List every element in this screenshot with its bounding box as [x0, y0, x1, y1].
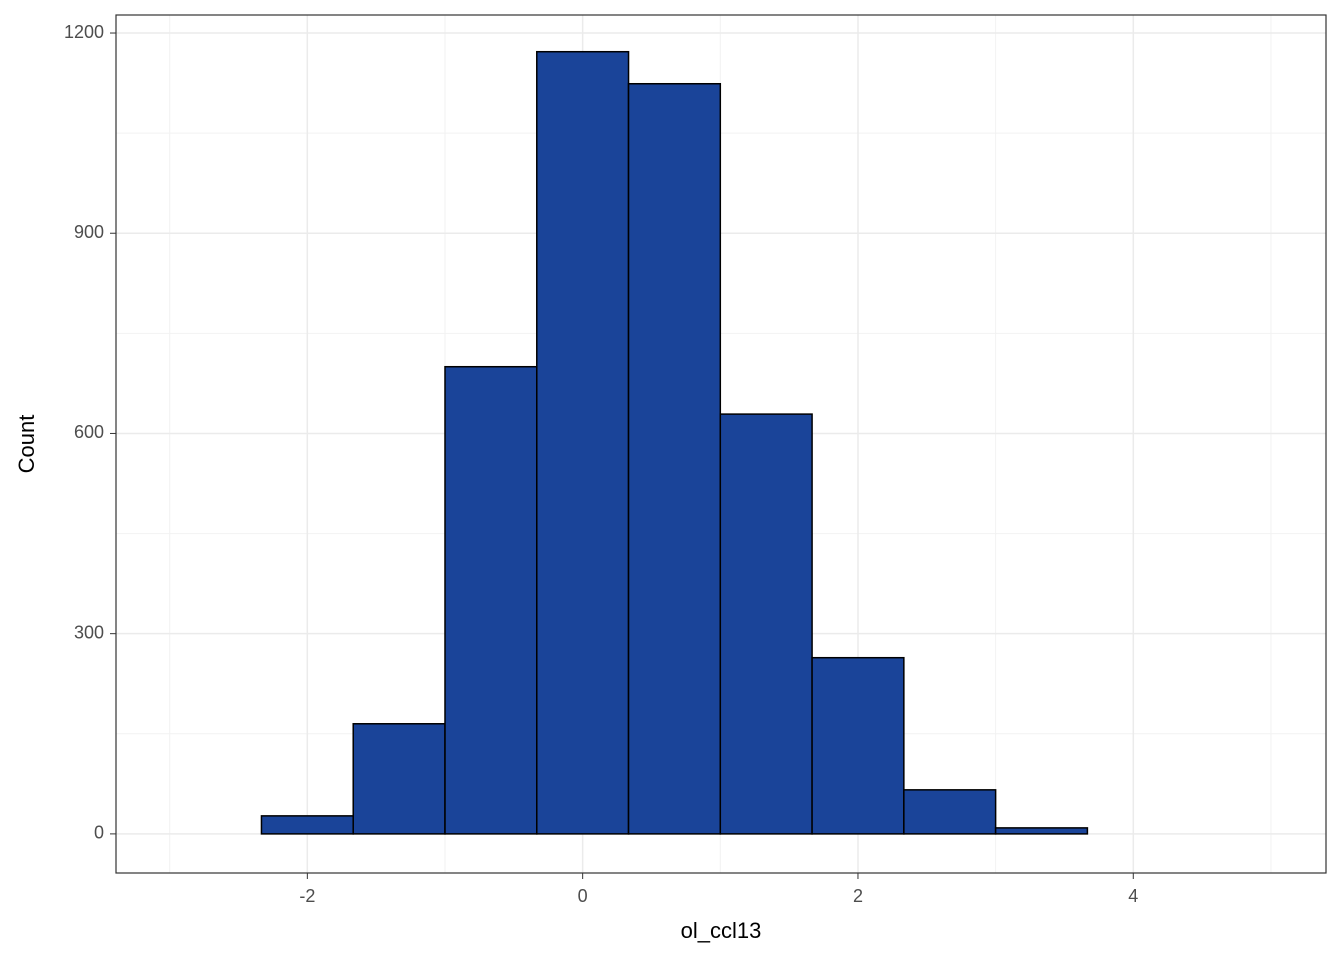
y-tick-label: 1200	[64, 22, 104, 42]
bar	[903, 789, 997, 835]
panel-border	[115, 14, 1327, 874]
bar	[536, 50, 630, 835]
y-tick-label: 300	[74, 622, 104, 642]
x-tick-label: -2	[299, 886, 315, 906]
x-tick-label: 4	[1128, 886, 1138, 906]
x-tick-label: 2	[853, 886, 863, 906]
x-tick-label: 0	[578, 886, 588, 906]
bar	[627, 82, 722, 835]
bar	[811, 656, 905, 835]
x-axis-title: ol_ccl13	[681, 918, 762, 943]
bar	[352, 723, 446, 835]
y-axis-title: Count	[14, 415, 39, 474]
bar	[444, 365, 538, 835]
bar	[719, 413, 813, 835]
y-tick-label: 600	[74, 422, 104, 442]
bar	[260, 815, 354, 835]
y-tick-label: 900	[74, 222, 104, 242]
y-tick-label: 0	[94, 823, 104, 843]
bar	[994, 827, 1089, 835]
